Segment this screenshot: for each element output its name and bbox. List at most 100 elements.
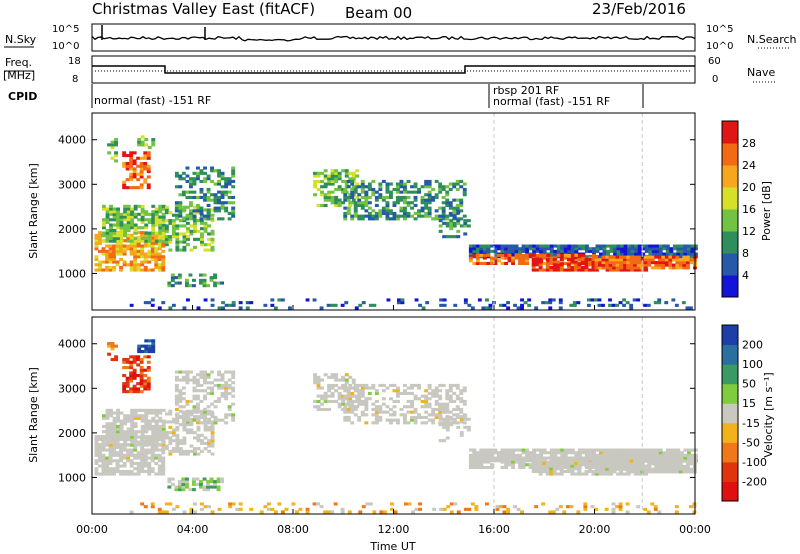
heatmap-cell	[126, 263, 131, 267]
heatmap-cell	[105, 244, 109, 248]
heatmap-cell	[427, 211, 432, 215]
heatmap-cell	[227, 217, 232, 221]
heatmap-cell	[612, 255, 616, 259]
heatmap-cell	[424, 214, 429, 218]
heatmap-cell	[448, 211, 453, 215]
heatmap-cell	[675, 467, 680, 471]
heatmap-cell	[488, 306, 493, 310]
heatmap-cell	[125, 162, 130, 166]
heatmap-cell	[357, 389, 362, 393]
heatmap-cell	[354, 306, 359, 310]
heatmap-cell	[500, 451, 505, 455]
heatmap-cell	[580, 461, 585, 465]
heatmap-cell	[664, 470, 669, 474]
heatmap-cell	[449, 227, 454, 231]
heatmap-cell	[334, 383, 339, 387]
heatmap-cell	[161, 241, 166, 245]
heatmap-cell	[448, 187, 453, 191]
heatmap-cell	[633, 459, 638, 463]
heatmap-cell	[651, 453, 656, 457]
heatmap-cell	[552, 469, 557, 473]
heatmap-cell	[209, 485, 214, 489]
heatmap-cell	[511, 448, 515, 452]
heatmap-cell	[189, 510, 194, 514]
heatmap-cell	[678, 470, 683, 474]
heatmap-cell	[364, 185, 369, 189]
freq-unit: [MHz]	[3, 69, 35, 82]
heatmap-cell	[459, 410, 464, 414]
heatmap-cell	[514, 247, 519, 251]
heatmap-cell	[146, 170, 151, 174]
heatmap-cell	[504, 463, 508, 467]
heatmap-cell	[668, 263, 673, 267]
heatmap-cell	[438, 423, 443, 427]
heatmap-cell	[514, 457, 519, 461]
heatmap-cell	[542, 448, 547, 452]
heatmap-cell	[213, 383, 218, 387]
heatmap-cell	[203, 243, 208, 247]
heatmap-cell	[313, 405, 317, 409]
heatmap-cell	[675, 261, 680, 265]
heatmap-cell	[482, 261, 487, 265]
heatmap-cell	[570, 469, 575, 473]
heatmap-cell	[374, 214, 379, 218]
heatmap-cell	[350, 187, 355, 191]
heatmap-cell	[231, 179, 236, 183]
heatmap-cell	[161, 464, 166, 468]
heatmap-cell	[98, 459, 102, 463]
heatmap-cell	[182, 240, 187, 244]
heatmap-cell	[189, 378, 193, 382]
heatmap-cell	[574, 453, 579, 457]
heatmap-cell	[355, 182, 360, 186]
heatmap-cell	[193, 415, 197, 419]
heatmap-cell	[122, 456, 127, 460]
heatmap-cell	[399, 190, 404, 194]
heatmap-cell	[442, 221, 447, 225]
heatmap-cell	[343, 198, 348, 202]
heatmap-cell	[445, 405, 450, 409]
heatmap-cell	[109, 432, 113, 436]
heatmap-cell	[570, 448, 575, 452]
heatmap-cell	[182, 235, 187, 239]
heatmap-cell	[441, 214, 446, 218]
heatmap-cell	[627, 247, 632, 251]
heatmap-cell	[399, 413, 404, 417]
heatmap-cell	[150, 437, 155, 441]
heatmap-cell	[601, 462, 606, 466]
heatmap-cell	[154, 249, 159, 253]
heatmap-cell	[371, 179, 376, 183]
heatmap-cell	[655, 453, 660, 457]
heatmap-cell	[108, 255, 113, 259]
heatmap-cell	[164, 447, 169, 451]
heatmap-cell	[147, 350, 152, 354]
heatmap-cell	[147, 344, 152, 348]
heatmap-cell	[123, 212, 128, 216]
heatmap-cell	[637, 472, 642, 476]
heatmap-cell	[129, 175, 134, 179]
nave-tick-bottom: 0	[712, 74, 718, 85]
heatmap-cell	[144, 212, 149, 216]
heatmap-cell	[486, 465, 491, 469]
heatmap-cell	[210, 248, 215, 252]
heatmap-cell	[137, 204, 142, 208]
heatmap-cell	[217, 370, 221, 374]
heatmap-cell	[601, 467, 606, 471]
heatmap-cell	[468, 247, 473, 251]
heatmap-cell	[105, 239, 110, 243]
heatmap-cell	[140, 464, 145, 468]
heatmap-cell	[627, 453, 632, 457]
heatmap-cell	[683, 244, 688, 248]
heatmap-cell	[316, 378, 321, 382]
heatmap-cell	[154, 263, 159, 267]
heatmap-cell	[448, 421, 453, 425]
heatmap-cell	[147, 268, 152, 272]
heatmap-cell	[217, 198, 221, 202]
heatmap-cell	[147, 440, 152, 444]
heatmap-cell	[171, 507, 176, 511]
heatmap-cell	[365, 502, 370, 506]
heatmap-cell	[364, 198, 369, 202]
heatmap-cell	[327, 375, 332, 379]
heatmap-cell	[655, 448, 660, 452]
heatmap-cell	[648, 249, 653, 253]
heatmap-cell	[178, 439, 183, 443]
